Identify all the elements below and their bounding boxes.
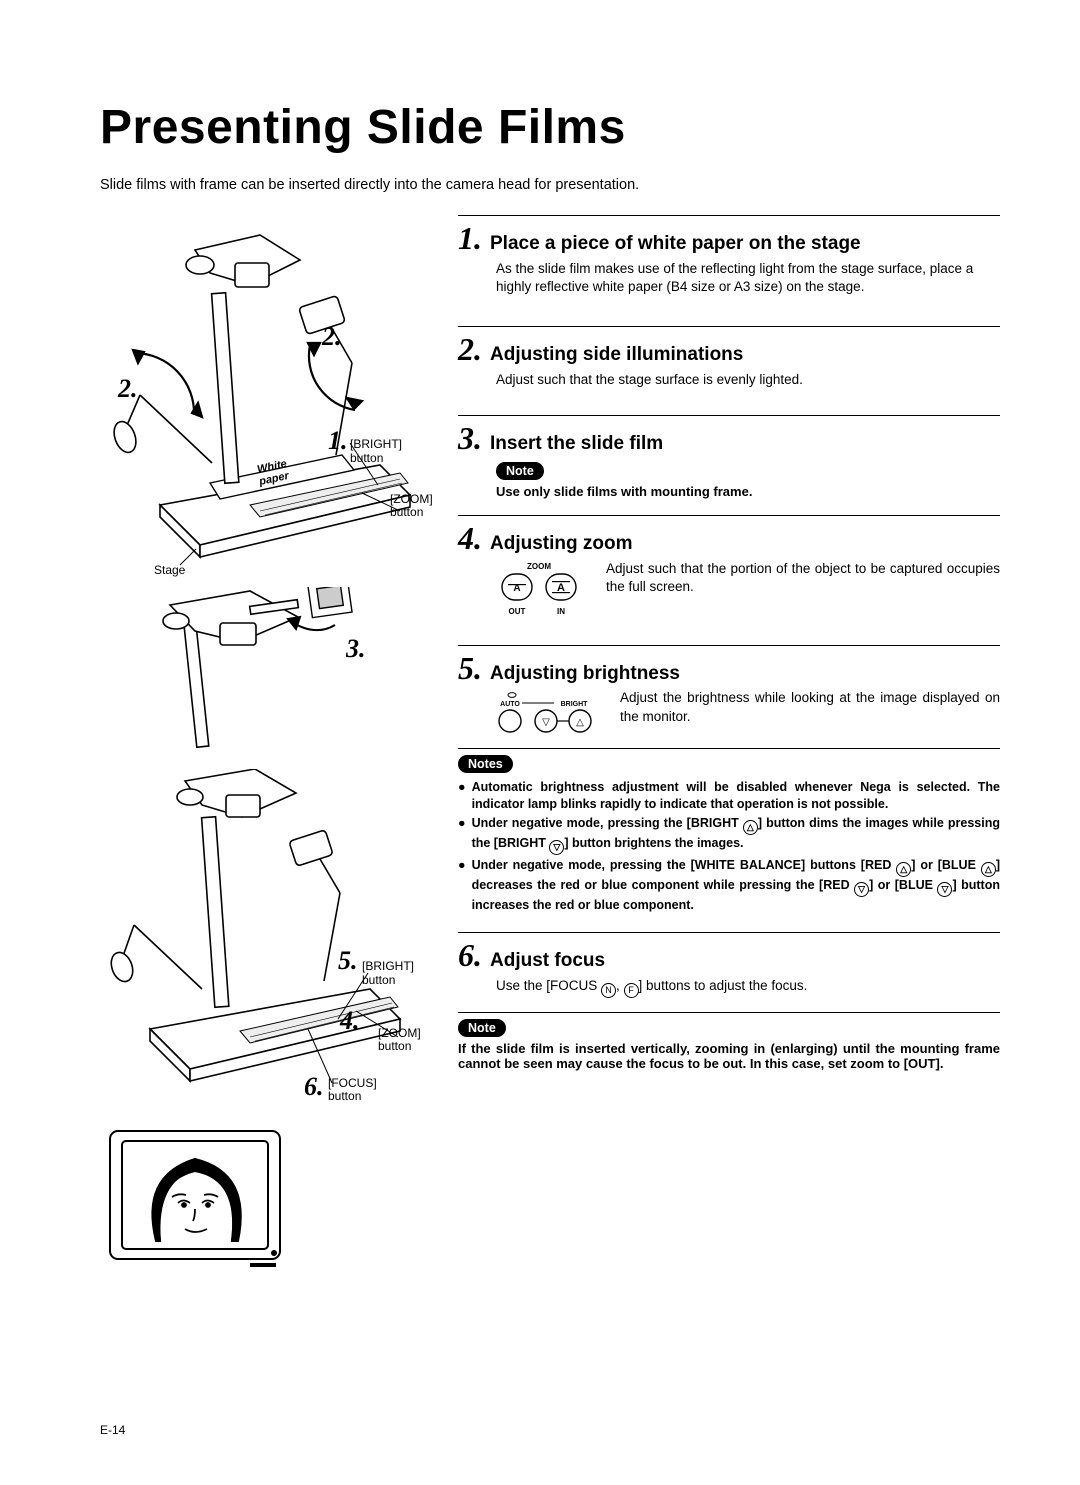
step-5-body: Adjust the brightness while looking at t…	[620, 689, 1000, 742]
stage-label: Stage	[154, 563, 185, 577]
step-5-num: 5.	[458, 652, 482, 684]
step-4-body: Adjust such that the portion of the obje…	[606, 560, 1000, 629]
diagram-monitor	[100, 1121, 430, 1281]
svg-text:IN: IN	[557, 607, 565, 616]
bright-icon: AUTO BRIGHT ▽ △	[496, 689, 596, 742]
step-4: 4. Adjusting zoom ZOOM A A	[458, 515, 1000, 629]
note-5-1: Automatic brightness adjustment will be …	[472, 779, 1000, 813]
step-4-num: 4.	[458, 522, 482, 554]
focus-button-label: [FOCUS]button	[328, 1077, 388, 1103]
note-badge-6: Note	[458, 1019, 506, 1037]
step-3-title: Insert the slide film	[490, 432, 663, 456]
callout-1: 1.	[328, 426, 348, 455]
callout-6: 6.	[304, 1072, 324, 1101]
svg-text:▽: ▽	[542, 717, 550, 728]
step-6: 6. Adjust focus Use the [FOCUS , ] butto…	[458, 932, 1000, 1071]
svg-text:△: △	[576, 717, 584, 728]
step-6-num: 6.	[458, 939, 482, 971]
zoom-icon: ZOOM A A OUT IN	[496, 560, 582, 629]
rule-6	[458, 932, 1000, 933]
note-5-2: Under negative mode, pressing the [BRIGH…	[472, 815, 1000, 855]
note-text-6: If the slide film is inserted vertically…	[458, 1041, 1000, 1071]
note-badge-3: Note	[496, 462, 544, 480]
bright-button-label-1: [BRIGHT] button	[350, 437, 430, 465]
step-1-title: Place a piece of white paper on the stag…	[490, 232, 861, 256]
diagram-adjust: 5. 4. 6. [BRIGHT] button [ZOOM]button [F…	[100, 769, 430, 1109]
rule-5	[458, 645, 1000, 646]
insert-svg: 3.	[100, 587, 430, 757]
step-6-title: Adjust focus	[490, 949, 605, 973]
callout-4: 4.	[339, 1006, 360, 1035]
rule-3	[458, 415, 1000, 416]
zoom-button-label-1: [ZOOM]button	[390, 493, 440, 519]
rule-1	[458, 215, 1000, 216]
svg-text:AUTO: AUTO	[500, 701, 520, 708]
step-2-num: 2.	[458, 333, 482, 365]
rule-4	[458, 515, 1000, 516]
step-1-body: As the slide film makes use of the refle…	[496, 260, 1000, 296]
page-number: E-14	[100, 1423, 125, 1437]
device-top-svg: White paper	[100, 215, 430, 575]
notes-badge-5: Notes	[458, 755, 513, 773]
step-2: 2. Adjusting side illuminations Adjust s…	[458, 326, 1000, 389]
step-6-body: Use the [FOCUS , ] buttons to adjust the…	[496, 977, 1000, 998]
page-title: Presenting Slide Films	[100, 100, 1000, 155]
step-3-num: 3.	[458, 422, 482, 454]
page-subtitle: Slide films with frame can be inserted d…	[100, 177, 1000, 193]
notes-list-5: ●Automatic brightness adjustment will be…	[458, 779, 1000, 914]
step-2-body: Adjust such that the stage surface is ev…	[496, 371, 1000, 389]
step-1-num: 1.	[458, 222, 482, 254]
callout-2a: 2.	[321, 322, 342, 351]
right-column: 1. Place a piece of white paper on the s…	[458, 215, 1000, 1293]
svg-text:OUT: OUT	[509, 607, 526, 616]
callout-3: 3.	[345, 634, 366, 663]
step-4-title: Adjusting zoom	[490, 532, 632, 556]
rule-6b	[458, 1012, 1000, 1013]
callout-2b: 2.	[117, 374, 138, 403]
diagram-top: White paper	[100, 215, 430, 575]
step-2-title: Adjusting side illuminations	[490, 343, 743, 367]
step-5: 5. Adjusting brightness AUTO BRIGHT	[458, 645, 1000, 914]
step-3: 3. Insert the slide film Note Use only s…	[458, 415, 1000, 499]
svg-text:ZOOM: ZOOM	[527, 562, 551, 571]
step-5-title: Adjusting brightness	[490, 662, 680, 686]
adjust-svg: 5. 4. 6.	[100, 769, 430, 1109]
zoom-button-label-2: [ZOOM]button	[378, 1027, 428, 1053]
monitor-svg	[100, 1121, 300, 1281]
left-column: White paper	[100, 215, 430, 1293]
callout-5: 5.	[338, 946, 358, 975]
step-1: 1. Place a piece of white paper on the s…	[458, 215, 1000, 296]
note-text-3: Use only slide films with mounting frame…	[496, 484, 1000, 499]
content-columns: White paper	[100, 215, 1000, 1293]
rule-5b	[458, 748, 1000, 749]
svg-text:BRIGHT: BRIGHT	[561, 701, 589, 708]
diagram-insert: 3.	[100, 587, 430, 757]
note-5-3: Under negative mode, pressing the [WHITE…	[472, 857, 1000, 914]
rule-2	[458, 326, 1000, 327]
bright-button-label-2: [BRIGHT] button	[362, 959, 430, 987]
